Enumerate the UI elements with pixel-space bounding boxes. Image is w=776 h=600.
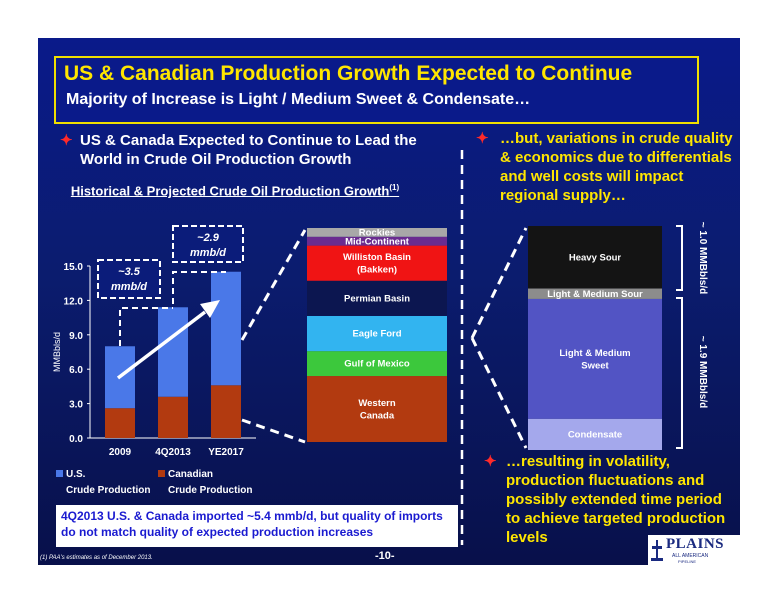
basin-label: Gulf of Mexico [344,359,410,370]
basin-segment [307,315,447,352]
quality-segment [528,418,662,450]
import-note-text: 4Q2013 U.S. & Canada imported ~5.4 mmb/d… [61,509,443,539]
y-tick-label: 9.0 [69,331,83,342]
right-bullet-2-text: …resulting in volatility, production flu… [506,453,726,546]
bracket-label-heavy: ~ 1.0 MMBbls/d [697,222,708,295]
connector-line [470,337,528,449]
connector-line [241,418,306,444]
y-tick-label: 3.0 [69,400,83,411]
connector-lines [240,150,528,545]
basin-segment [307,376,447,442]
x-tick-label: 2009 [109,447,132,458]
logo-line2: ALL AMERICAN [672,553,709,559]
bullet-star-icon: ✦ [476,130,489,147]
bar-canadian [105,408,135,438]
legend-label-canadian-2: Crude Production [168,485,252,496]
pipeline-logo-icon [651,540,663,561]
growth-callout-unit: mmb/d [111,281,147,293]
quality-label: Heavy Sour [569,252,622,263]
basin-label: Canada [360,410,395,421]
x-tick-label: 4Q2013 [155,447,191,458]
legend-swatch-us [56,470,63,477]
growth-callout-box [97,259,161,299]
basin-label: Mid-Continent [345,236,410,247]
quality-label: Sweet [581,360,609,371]
basin-label: Williston Basin [343,252,411,263]
bracket-label-light: ~ 1.9 MMBbls/d [697,336,708,409]
x-tick-label: YE2017 [208,447,244,458]
logo-line3: PIPELINE [678,559,697,564]
quality-segment [528,226,662,289]
page-number: -10- [375,550,395,562]
growth-arrow-head [200,300,220,318]
title-box: US & Canadian Production Growth Expected… [54,56,699,124]
chart-title: Historical & Projected Crude Oil Product… [70,179,400,199]
plains-logo: PLAINS ALL AMERICAN PIPELINE [648,535,740,565]
legend-swatch-canadian [158,470,165,477]
y-tick-label: 6.0 [69,365,83,376]
logo-name: PLAINS [666,536,725,552]
y-tick-label: 15.0 [64,262,84,273]
bar-canadian [158,396,188,438]
page-subtitle: Majority of Increase is Light / Medium S… [66,91,531,108]
legend-label-canadian-1: Canadian [168,469,213,480]
basin-label: (Bakken) [357,265,397,276]
production-chart: 0.0 3.0 6.0 9.0 12.0 15.0 MMBbls/d 2009 4Q2013 YE… [52,225,256,496]
growth-callout-unit: mmb/d [190,247,226,259]
bracket-light [676,297,683,449]
bracket-2013-2017 [172,271,226,304]
quality-label: Condensate [568,430,622,441]
legend-label-us-1: U.S. [66,469,86,480]
legend-label-us-2: Crude Production [66,485,150,496]
basin-label: Western [358,398,396,409]
chart-title-footnote-ref: (1) [389,183,400,192]
quality-segment [528,288,662,299]
left-bullet-text: US & Canada Expected to Continue to Lead… [80,132,417,168]
growth-callout-value: ~2.9 [197,232,220,244]
growth-arrow-line [116,310,207,380]
basin-label: Permian Basin [344,294,410,305]
page-title: US & Canadian Production Growth Expected… [64,62,633,85]
growth-callout-value: ~3.5 [118,266,141,278]
bar-us [211,271,241,386]
growth-callout-box [172,225,244,263]
bracket-2009-2013 [119,307,173,346]
right-bullet-1-text: …but, variations in crude quality & econ… [500,130,733,204]
basin-label: Eagle Ford [352,329,401,340]
basin-segment [307,236,447,246]
basin-segment [307,228,447,237]
basin-segment [307,351,447,377]
bar-canadian [211,385,241,438]
basin-label: Rockies [359,228,395,239]
footnote: (1) PAA's estimates as of December 2013. [40,555,153,561]
bracket-heavy [676,225,683,291]
y-axis-label: MMBbls/d [52,332,62,372]
bar-us [158,307,188,397]
quality-label: Light & Medium Sour [547,289,643,300]
quality-label: Light & Medium [559,348,630,359]
connector-line [240,229,307,341]
y-tick-label: 0.0 [69,434,83,445]
bullet-star-icon: ✦ [60,132,73,149]
bullet-star-icon: ✦ [484,453,497,470]
y-tick-label: 12.0 [64,296,84,307]
quality-segment [528,298,662,419]
basin-segment [307,245,447,281]
import-note-box: 4Q2013 U.S. & Canada imported ~5.4 mmb/d… [56,505,458,547]
chart-title-text: Historical & Projected Crude Oil Product… [70,183,390,199]
basin-segment [307,280,447,316]
connector-line [470,227,528,339]
